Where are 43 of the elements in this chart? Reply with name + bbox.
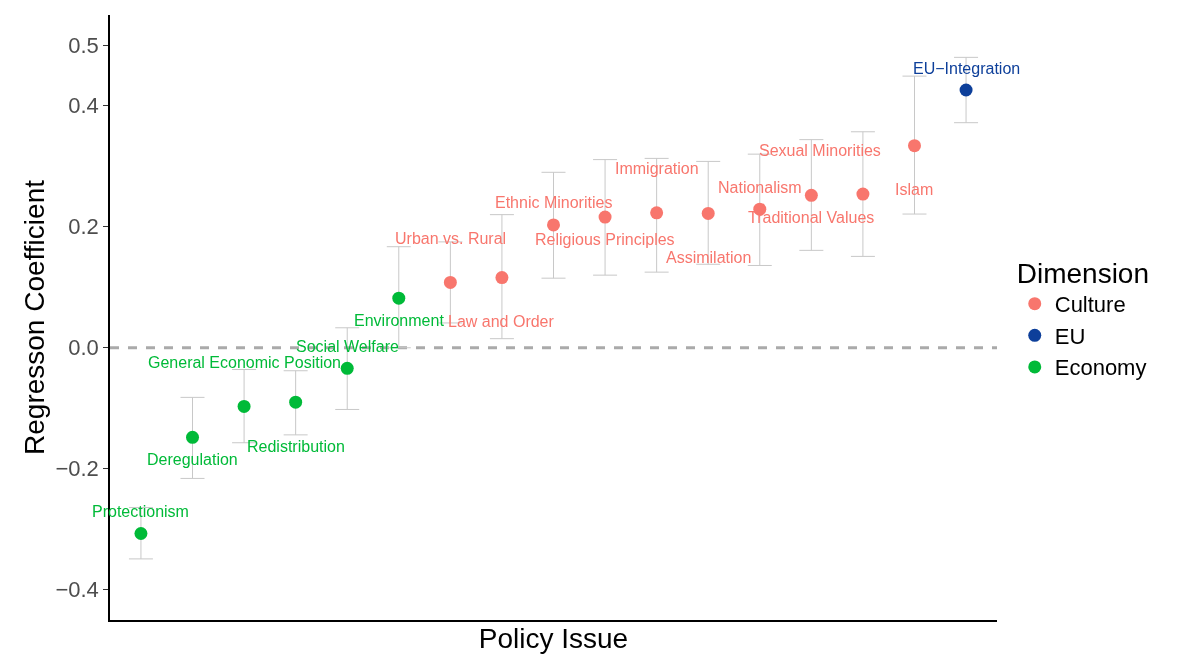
annotation: Redistribution <box>247 438 345 455</box>
y-tick-label: −0.4 <box>55 577 99 603</box>
point <box>547 218 560 232</box>
legend-label: Economy <box>1054 355 1147 381</box>
y-tick-label: 0.2 <box>68 214 99 240</box>
y-tick-label: 0.5 <box>68 32 99 58</box>
y-tick-label: 0.4 <box>68 93 99 119</box>
annotation: Sexual Minorities <box>759 142 881 159</box>
x-axis-title: Policy Issue <box>478 623 629 655</box>
point <box>804 188 818 202</box>
annotation: General Economic Position <box>148 354 341 371</box>
legend-title: Dimension <box>1016 257 1150 289</box>
y-tick-label: 0.0 <box>68 335 99 361</box>
annotation: Ethnic Minorities <box>495 194 613 211</box>
annotation: Deregulation <box>147 451 238 468</box>
point <box>856 187 870 201</box>
legend-label: EU <box>1054 323 1086 349</box>
point <box>495 271 509 285</box>
annotation: Nationalism <box>718 179 802 196</box>
point <box>237 399 251 413</box>
annotation: Social Welfare <box>296 338 399 355</box>
annotation: Immigration <box>615 160 699 177</box>
y-tick-label: −0.2 <box>55 456 99 482</box>
point <box>392 291 406 305</box>
point <box>186 430 200 444</box>
annotation: Environment <box>354 312 445 329</box>
point <box>443 275 457 289</box>
y-axis-title: Regresson Coefficient <box>18 179 50 455</box>
annotation: Urban vs. Rural <box>395 230 507 247</box>
point <box>650 206 664 220</box>
annotation: Law and Order <box>448 313 555 330</box>
point <box>340 361 354 375</box>
legend-label: Culture <box>1054 292 1126 318</box>
annotation: Islam <box>895 181 934 198</box>
point <box>289 395 303 409</box>
annotation: EU−Integration <box>913 60 1021 77</box>
point <box>134 526 148 540</box>
point <box>701 206 715 220</box>
annotation: Religious Principles <box>535 231 675 248</box>
point <box>959 83 973 97</box>
point <box>598 210 612 224</box>
point <box>908 139 921 153</box>
annotation: Assimilation <box>666 249 752 266</box>
